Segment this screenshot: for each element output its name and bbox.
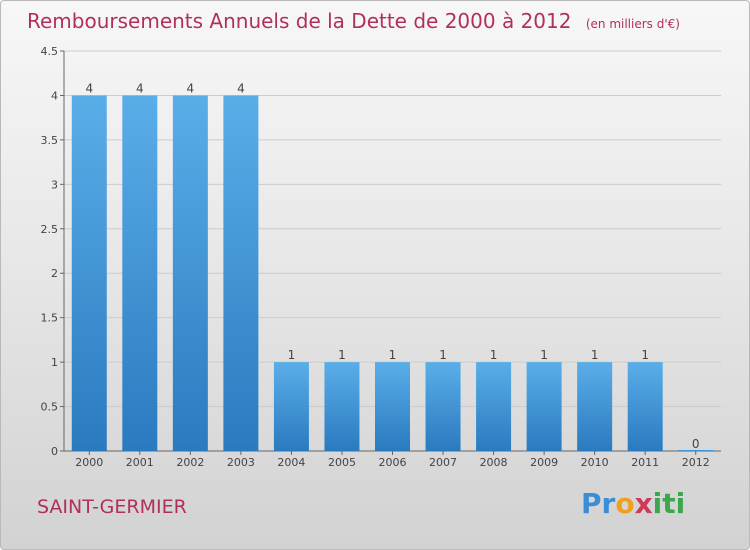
y-tick-label: 2.5: [41, 223, 59, 236]
data-label-2001: 4: [136, 81, 144, 95]
x-tick-label-2008: 2008: [480, 456, 508, 469]
y-tick-label: 4.5: [41, 45, 59, 58]
y-tick-label: 2: [51, 267, 58, 280]
chart-title-text: Remboursements Annuels de la Dette de 20…: [27, 9, 572, 33]
data-label-2012: 0: [692, 437, 700, 451]
y-tick-label: 1: [51, 356, 58, 369]
logo-letter: r: [601, 487, 616, 520]
bar-2003: [223, 95, 259, 451]
logo-letter: i: [675, 487, 686, 520]
bar-2011: [627, 362, 663, 451]
x-tick-label-2009: 2009: [530, 456, 558, 469]
x-tick-label-2005: 2005: [328, 456, 356, 469]
data-label-2011: 1: [641, 348, 649, 362]
y-tick-label: 1.5: [41, 312, 59, 325]
x-tick-label-2012: 2012: [682, 456, 710, 469]
bar-2002: [172, 95, 208, 451]
logo-letter: P: [581, 487, 602, 520]
logo-letter: x: [634, 487, 653, 520]
bar-2009: [526, 362, 562, 451]
labels: 0 0.5 1 1.5 2 2.5 3 3.5 4 4.5 4 2000 4 2001 4 2002 4 2003…: [41, 45, 710, 469]
data-label-2006: 1: [389, 348, 397, 362]
chart-title: Remboursements Annuels de la Dette de 20…: [27, 9, 680, 33]
bar-2005: [324, 362, 360, 451]
x-tick-label-2003: 2003: [227, 456, 255, 469]
x-tick-label-2002: 2002: [176, 456, 204, 469]
y-tick-label: 4: [51, 89, 58, 102]
data-label-2010: 1: [591, 348, 599, 362]
x-tick-label-2006: 2006: [379, 456, 407, 469]
logo-letter: t: [662, 487, 676, 520]
data-label-2002: 4: [187, 81, 195, 95]
y-tick-label: 3: [51, 178, 58, 191]
bar-2007: [425, 362, 461, 451]
bar-2001: [122, 95, 158, 451]
x-tick-label-2010: 2010: [581, 456, 609, 469]
data-label-2003: 4: [237, 81, 245, 95]
y-tick-label: 3.5: [41, 134, 59, 147]
data-label-2000: 4: [85, 81, 93, 95]
logo-letter: i: [652, 487, 663, 520]
commune-name: SAINT-GERMIER: [37, 496, 187, 518]
x-tick-label-2001: 2001: [126, 456, 154, 469]
bar-2008: [476, 362, 512, 451]
data-label-2004: 1: [288, 348, 296, 362]
y-tick-label: 0: [51, 445, 58, 458]
logo-letter: o: [615, 487, 635, 520]
x-tick-label-2007: 2007: [429, 456, 457, 469]
bars: [71, 95, 714, 451]
bar-2004: [273, 362, 309, 451]
x-tick-label-2004: 2004: [277, 456, 305, 469]
x-tick-label-2000: 2000: [75, 456, 103, 469]
bar-2012: [678, 450, 714, 451]
bar-2010: [577, 362, 613, 451]
data-label-2009: 1: [540, 348, 548, 362]
bar-2006: [375, 362, 410, 451]
x-tick-label-2011: 2011: [631, 456, 659, 469]
data-label-2007: 1: [439, 348, 447, 362]
bar-2000: [71, 95, 107, 451]
proxiti-logo: Proxiti: [581, 487, 685, 520]
chart-unit-label: (en milliers d'€): [585, 17, 680, 31]
y-tick-label: 0.5: [41, 401, 59, 414]
data-label-2008: 1: [490, 348, 498, 362]
data-label-2005: 1: [338, 348, 346, 362]
